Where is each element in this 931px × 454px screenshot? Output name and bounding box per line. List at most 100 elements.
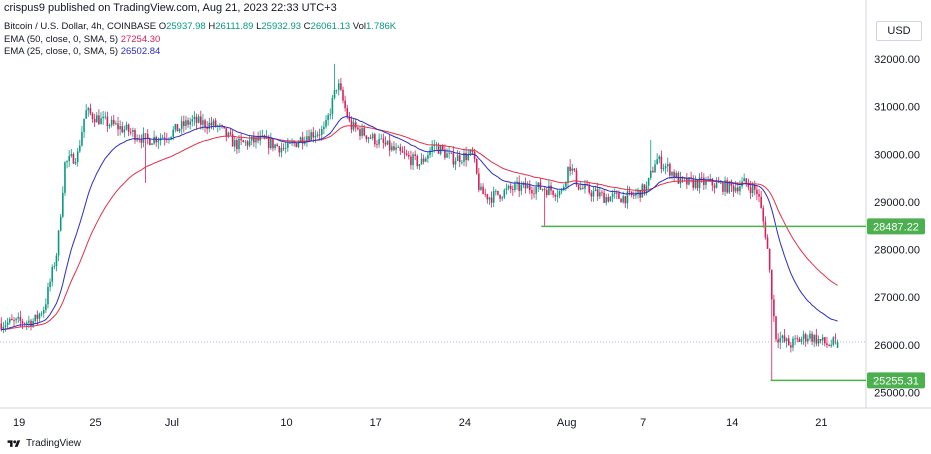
candle-body: [800, 338, 803, 342]
candle-body: [274, 144, 276, 149]
ema50-row[interactable]: EMA (50, close, 0, SMA, 5) 27254.30: [4, 34, 396, 47]
candle-body: [828, 345, 830, 346]
candle-body: [142, 133, 145, 143]
currency-button[interactable]: USD: [876, 21, 922, 41]
candle-body: [781, 335, 784, 338]
candle-body: [554, 194, 557, 197]
price-tick-label: 25000.00: [874, 387, 920, 399]
candle-body: [68, 155, 70, 162]
ema50-value: 27254.30: [120, 33, 161, 45]
candle-body: [582, 188, 584, 189]
low-label: L: [256, 21, 262, 32]
candle-body: [645, 185, 648, 193]
candle-body: [533, 193, 535, 195]
candle-body: [734, 187, 737, 192]
high-value: 26111.89: [215, 21, 254, 32]
ema25-row[interactable]: EMA (25, close, 0, SMA, 5) 26502.84: [4, 46, 396, 59]
candle-body: [658, 156, 661, 160]
candle-body: [601, 192, 603, 194]
candle-body: [206, 127, 208, 129]
candle-body: [40, 313, 43, 315]
candle-body: [486, 194, 489, 200]
candle-body: [193, 116, 196, 120]
open-value: 25937.98: [166, 21, 206, 32]
vol-label: Vol: [352, 21, 367, 32]
candle-body: [420, 158, 423, 165]
candle-body: [747, 183, 750, 188]
candle-body: [444, 149, 446, 158]
candle-body: [441, 145, 444, 150]
candle-body: [509, 185, 512, 189]
candle-body: [233, 140, 236, 147]
candle-body: [365, 135, 368, 140]
candle-body: [51, 266, 54, 282]
candle-body: [643, 184, 646, 193]
candle-body: [325, 119, 327, 127]
candle-body: [132, 130, 134, 132]
candle-body: [106, 116, 109, 127]
candle-body: [809, 333, 811, 339]
candle-body: [556, 195, 559, 197]
candle-body: [649, 170, 652, 178]
candle-body: [736, 187, 739, 192]
candle-body: [284, 147, 287, 149]
candle-body: [53, 265, 56, 267]
candle-body: [316, 134, 319, 136]
candle-body: [834, 337, 837, 339]
candle-body: [95, 115, 98, 123]
candle-body: [340, 83, 342, 90]
candle-body: [219, 125, 221, 126]
candle-body: [824, 337, 826, 344]
price-tick-label: 29000.00: [874, 197, 920, 209]
candle-body: [108, 125, 111, 127]
candle-body: [344, 100, 346, 109]
candle-body: [599, 192, 601, 197]
candle-body: [36, 314, 39, 319]
candle-body: [253, 136, 255, 143]
candle-body: [170, 136, 172, 139]
candle-body: [836, 341, 839, 348]
candle-body: [626, 191, 629, 204]
candle-body: [297, 142, 300, 147]
candle-body: [306, 136, 308, 142]
candle-body: [427, 155, 429, 159]
price-tick-label: 26000.00: [874, 340, 920, 352]
candle-body: [348, 117, 351, 121]
price-tick-label: 27000.00: [874, 292, 920, 304]
candle-body: [422, 158, 425, 162]
candle-body: [431, 146, 433, 151]
price-tick-label: 30000.00: [874, 149, 920, 161]
candle-body: [176, 124, 179, 132]
candle-body: [713, 185, 716, 188]
candle-body: [558, 191, 561, 196]
candle-body: [34, 314, 37, 322]
ema50-label: EMA (50, close, 0, SMA, 5): [4, 33, 119, 45]
candle-body: [248, 140, 251, 146]
candle-body: [231, 134, 234, 147]
time-tick-label: Aug: [557, 417, 577, 429]
candle-body: [482, 186, 484, 195]
candle-body: [380, 138, 383, 140]
candle-body: [452, 152, 455, 165]
candle-body: [590, 192, 593, 197]
candle-body: [136, 139, 138, 141]
candle-body: [813, 334, 816, 342]
candle-body: [760, 196, 762, 209]
candle-body: [261, 135, 264, 137]
candle-body: [541, 189, 544, 190]
candle-body: [652, 170, 654, 173]
time-tick-label: 21: [815, 417, 827, 429]
candle-body: [777, 339, 779, 343]
candle-body: [410, 156, 412, 166]
candle-body: [596, 189, 599, 197]
candle-body: [329, 114, 332, 116]
candle-body: [388, 140, 391, 151]
candle-body: [819, 339, 822, 341]
candle-body: [526, 185, 529, 189]
candle-body: [705, 180, 707, 185]
candle-body: [473, 151, 476, 159]
candle-body: [620, 198, 622, 203]
candle-body: [448, 152, 450, 154]
